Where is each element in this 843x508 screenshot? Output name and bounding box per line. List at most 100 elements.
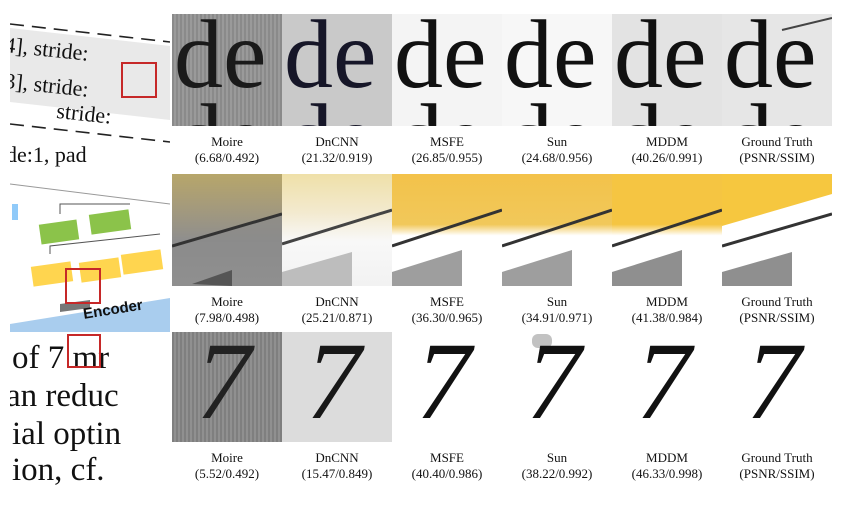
row3-msfe: 7 (392, 332, 502, 442)
glyph-de-lower: de (284, 90, 377, 126)
artifact-blob (532, 334, 552, 348)
caption-score: (21.32/0.919) (301, 150, 373, 165)
glyph-de-lower: de (504, 90, 597, 126)
caption-sun: Sun (38.22/0.992) (502, 450, 612, 482)
caption-method: Sun (546, 450, 568, 465)
row2-sun (502, 174, 612, 286)
caption-score: (46.33/0.998) (631, 466, 703, 481)
row1-moire: de de (172, 14, 282, 126)
caption-msfe: MSFE (40.40/0.986) (392, 450, 502, 482)
source-line-3: ial optin (12, 416, 122, 452)
source-crop-row1: 4], stride: 3], stride: stride: de:1, pa… (10, 14, 170, 174)
row3-dncnn: 7 (282, 332, 392, 442)
highlight-box-row3 (67, 334, 101, 368)
caption-score: (PSNR/SSIM) (739, 466, 815, 481)
caption-method: Sun (546, 294, 568, 309)
source-line-2: an reduc (10, 378, 119, 414)
glyph-de-lower: de (174, 90, 267, 126)
caption-msfe: MSFE (36.30/0.965) (392, 294, 502, 326)
caption-score: (15.47/0.849) (301, 466, 373, 481)
caption-moire: Moire (5.52/0.492) (172, 450, 282, 482)
caption-method: MDDM (646, 134, 688, 149)
row2-dncnn (282, 174, 392, 286)
caption-score: (38.22/0.992) (521, 466, 593, 481)
caption-dncnn: DnCNN (15.47/0.849) (282, 450, 392, 482)
edge-strokes (172, 212, 282, 286)
caption-method: Moire (211, 134, 243, 149)
highlight-box-row1 (121, 62, 157, 98)
caption-method: MDDM (646, 450, 688, 465)
source-line-3: stride: (55, 98, 113, 129)
row1-sun: de de (502, 14, 612, 126)
glyph-seven: 7 (306, 332, 361, 442)
caption-ground-truth: Ground Truth (PSNR/SSIM) (722, 450, 832, 482)
caption-mddm: MDDM (46.33/0.998) (612, 450, 722, 482)
caption-score: (34.91/0.971) (521, 310, 593, 325)
row3-ground-truth: 7 (722, 332, 832, 442)
caption-method: Moire (211, 294, 243, 309)
caption-score: (25.21/0.871) (301, 310, 373, 325)
row2-mddm (612, 174, 722, 286)
caption-dncnn: DnCNN (25.21/0.871) (282, 294, 392, 326)
caption-method: Sun (546, 134, 568, 149)
caption-sun: Sun (34.91/0.971) (502, 294, 612, 326)
source-line-4: ion, cf. (12, 452, 105, 488)
caption-score: (41.38/0.984) (631, 310, 703, 325)
glyph-de: de (174, 14, 267, 109)
row1-mddm: de de (612, 14, 722, 126)
edge-strokes (722, 174, 832, 286)
caption-method: MDDM (646, 294, 688, 309)
edge-strokes (282, 208, 392, 286)
caption-mddm: MDDM (41.38/0.984) (612, 294, 722, 326)
caption-score: (PSNR/SSIM) (739, 150, 815, 165)
glyph-de: de (724, 14, 817, 109)
caption-sun: Sun (24.68/0.956) (502, 134, 612, 166)
edge-strokes (502, 208, 612, 286)
dashed-line (781, 17, 832, 31)
glyph-seven: 7 (526, 332, 581, 442)
source-line-4: de:1, pad (10, 142, 87, 167)
caption-method: MSFE (430, 294, 464, 309)
caption-ground-truth: Ground Truth (PSNR/SSIM) (722, 134, 832, 166)
caption-method: DnCNN (315, 134, 359, 149)
glyph-de-lower: de (394, 90, 487, 126)
glyph-de-lower: de (614, 90, 707, 126)
source-crop-row3: of 7 mr an reduc ial optin ion, cf. (10, 332, 170, 488)
caption-method: Ground Truth (741, 134, 813, 149)
row2-moire (172, 174, 282, 286)
glyph-seven: 7 (746, 332, 801, 442)
caption-score: (7.98/0.498) (194, 310, 260, 325)
caption-dncnn: DnCNN (21.32/0.919) (282, 134, 392, 166)
caption-score: (5.52/0.492) (194, 466, 260, 481)
row1-dncnn: de de (282, 14, 392, 126)
glyph-seven: 7 (196, 332, 251, 442)
caption-method: Ground Truth (741, 294, 813, 309)
edge-strokes (612, 208, 722, 286)
source-crop-row2: Encoder (10, 174, 170, 332)
source-line-1: of 7 mr (12, 340, 110, 376)
caption-score: (40.26/0.991) (631, 150, 703, 165)
caption-score: (36.30/0.965) (411, 310, 483, 325)
row1-msfe: de de (392, 14, 502, 126)
caption-method: Moire (211, 450, 243, 465)
caption-method: MSFE (430, 134, 464, 149)
caption-method: Ground Truth (741, 450, 813, 465)
caption-msfe: MSFE (26.85/0.955) (392, 134, 502, 166)
glyph-de: de (614, 14, 707, 109)
caption-method: MSFE (430, 450, 464, 465)
row1-ground-truth: de de (722, 14, 832, 126)
row3-sun: 7 (502, 332, 612, 442)
caption-score: (6.68/0.492) (194, 150, 260, 165)
row3-moire: 7 (172, 332, 282, 442)
caption-method: DnCNN (315, 450, 359, 465)
caption-score: (PSNR/SSIM) (739, 310, 815, 325)
row2-msfe (392, 174, 502, 286)
glyph-de: de (394, 14, 487, 109)
caption-score: (26.85/0.955) (411, 150, 483, 165)
caption-method: DnCNN (315, 294, 359, 309)
row3-mddm: 7 (612, 332, 722, 442)
glyph-seven: 7 (416, 332, 471, 442)
caption-moire: Moire (6.68/0.492) (172, 134, 282, 166)
glyph-de-lower: de (724, 90, 817, 126)
caption-mddm: MDDM (40.26/0.991) (612, 134, 722, 166)
